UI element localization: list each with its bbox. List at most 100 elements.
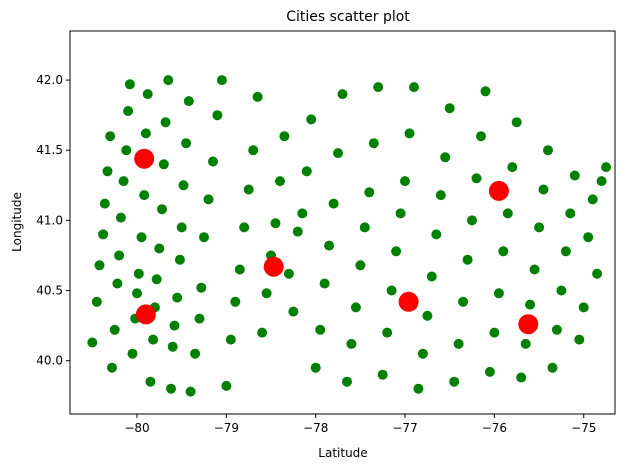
scatter-point-s0-55 [239,222,250,233]
scatter-point-s0-92 [404,128,415,139]
scatter-point-s0-98 [431,229,442,240]
x-tick-label: −78 [303,421,328,435]
scatter-point-s0-54 [234,264,245,275]
scatter-point-s0-100 [440,152,451,163]
scatter-point-s0-110 [484,366,495,377]
scatter-point-s0-111 [489,327,500,338]
scatter-point-s0-75 [328,198,339,209]
scatter-point-s0-25 [148,334,159,345]
x-tick-label: −75 [571,421,596,435]
scatter-point-s0-9 [112,278,123,289]
scatter-point-s0-125 [551,324,562,335]
scatter-point-s0-97 [426,271,437,282]
scatter-point-s0-69 [301,166,312,177]
scatter-point-s0-19 [133,268,144,279]
scatter-point-s0-130 [574,334,585,345]
scatter-point-s0-104 [458,296,469,307]
scatter-point-s0-47 [203,194,214,205]
scatter-point-s0-56 [243,184,254,195]
scatter-point-s0-91 [400,176,410,187]
scatter-point-s0-119 [525,299,536,310]
scatter-point-s0-65 [283,268,294,279]
scatter-point-s0-129 [569,170,580,181]
scatter-point-s1-4 [488,180,509,201]
y-tick-label: 42.0 [36,73,63,87]
scatter-point-s0-131 [578,302,589,313]
scatter-point-s0-68 [297,208,308,219]
scatter-point-s0-34 [167,341,178,352]
scatter-point-s0-20 [136,232,147,243]
scatter-point-s0-67 [292,226,303,237]
scatter-point-s0-29 [157,204,167,215]
scatter-point-s0-109 [480,86,491,97]
scatter-point-s0-37 [174,254,185,265]
scatter-point-s0-87 [382,327,393,338]
scatter-point-s0-107 [471,173,482,184]
y-tick-label: 40.0 [36,354,63,368]
scatter-point-s0-116 [511,117,522,128]
scatter-point-s0-94 [413,383,424,394]
scatter-point-s0-134 [592,268,603,279]
scatter-point-s0-41 [183,96,194,107]
scatter-point-s0-76 [333,148,343,159]
scatter-point-s0-5 [102,166,113,177]
scatter-point-s0-43 [190,348,201,359]
scatter-point-s0-120 [529,264,540,275]
x-axis-label: Latitude [318,446,367,460]
scatter-point-s1-3 [398,291,419,312]
scatter-point-s0-58 [252,91,263,102]
scatter-point-s0-122 [538,184,549,195]
scatter-point-s0-127 [560,246,571,257]
scatter-point-s0-71 [310,362,321,373]
scatter-point-s0-135 [596,176,607,187]
scatter-point-s0-96 [422,310,433,321]
scatter-point-s0-115 [507,162,518,173]
scatter-point-s0-44 [194,313,205,324]
scatter-point-s0-4 [99,198,110,209]
scatter-point-s0-39 [178,180,189,191]
scatter-point-s0-49 [212,110,223,121]
scatter-point-s0-77 [337,89,348,100]
scatter-point-s0-62 [270,218,281,229]
scatter-point-s0-86 [377,369,388,380]
scatter-point-s0-12 [118,176,129,187]
scatter-point-s0-88 [386,285,397,296]
scatter-point-s0-13 [121,145,132,156]
plot-area-frame [69,30,616,415]
scatter-point-s0-27 [151,274,162,285]
scatter-point-s0-78 [342,376,352,387]
scatter-point-s0-121 [534,222,545,233]
scatter-point-s0-123 [543,145,553,156]
scatter-point-s0-70 [306,114,317,125]
scatter-point-s0-31 [160,117,171,128]
scatter-point-s0-23 [142,89,153,100]
scatter-point-s0-36 [172,292,183,303]
x-tick-label: −80 [124,421,149,435]
y-tick-label: 40.5 [36,284,63,298]
scatter-point-s0-60 [261,288,272,299]
x-tick-label: −76 [482,421,507,435]
scatter-point-s0-124 [547,362,558,373]
scatter-point-s0-50 [216,75,227,86]
scatter-point-s0-101 [444,103,455,114]
scatter-point-s0-112 [493,288,504,299]
scatter-point-s0-48 [208,156,218,167]
scatter-point-s0-103 [453,338,464,349]
scatter-point-s0-32 [163,75,174,86]
scatter-point-s0-81 [355,260,366,271]
scatter-point-s0-132 [583,232,594,243]
x-tick-label: −79 [214,421,239,435]
scatter-point-s0-28 [154,243,165,254]
scatter-point-s0-136 [601,162,612,173]
scatter-point-s0-99 [435,190,446,201]
scatter-point-s1-1 [135,304,156,325]
scatter-point-s0-89 [391,246,402,257]
scatter-point-s0-15 [124,79,135,90]
scatter-point-s0-11 [115,212,126,223]
scatter-point-s0-57 [248,145,259,156]
scatter-point-s0-118 [520,338,531,349]
scatter-point-s0-16 [127,348,138,359]
scatter-point-s0-80 [350,302,361,313]
scatter-point-s0-21 [139,190,150,201]
